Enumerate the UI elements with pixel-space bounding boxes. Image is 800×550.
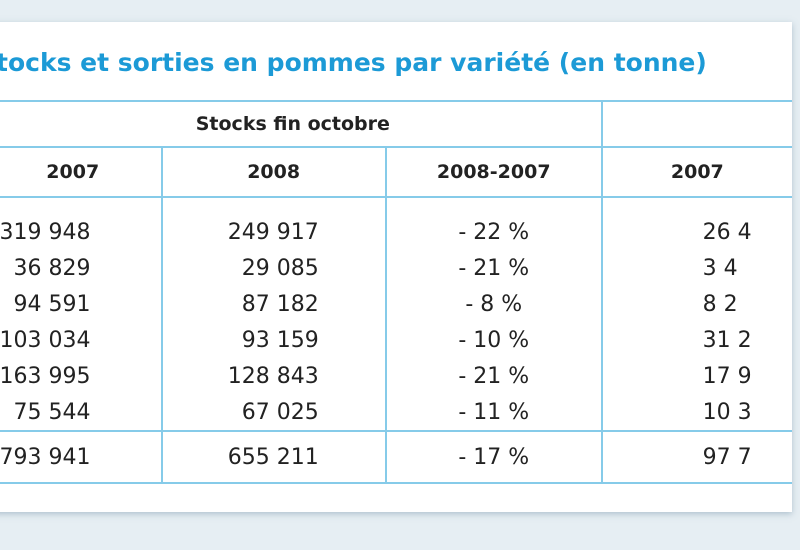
table-row: 103 034 93 159- 10 % 31 2 <box>0 322 792 358</box>
table-cell: 29 085 <box>160 250 386 286</box>
table-cell: - 21 % <box>384 358 602 394</box>
group-header-row: Stocks fin octobre <box>0 100 792 147</box>
group-header: Stocks fin octobre <box>0 100 602 147</box>
total-cell: - 17 % <box>384 430 602 484</box>
table-cell: 94 591 <box>13 291 91 317</box>
table-cell: 67 025 <box>160 394 386 431</box>
column-header-row: 2007 2008 2008-2007 2007 <box>0 146 792 198</box>
table-cell: 163 995 <box>0 363 91 389</box>
data-table: Stocks fin octobre 2007 2008 2008-2007 2007… <box>0 100 792 484</box>
spacer <box>0 197 792 214</box>
table-cell: 10 3 <box>600 394 792 431</box>
table-cell: - 22 % <box>384 214 602 250</box>
table-cell: 17 9 <box>600 358 792 394</box>
table-body: 319 948 249 917- 22 % 26 4 36 829 29 085- 21… <box>0 214 792 431</box>
table-cell: - 10 % <box>384 322 602 358</box>
total-cell: 655 211 <box>160 430 386 484</box>
table-cell: 8 2 <box>600 286 792 322</box>
column-header: 2008-2007 <box>384 146 602 198</box>
table-title: Stocks et sorties en pommes par variété … <box>0 48 707 77</box>
table-cell: 87 182 <box>160 286 386 322</box>
table-cell: - 11 % <box>384 394 602 431</box>
column-header: 2008 <box>160 146 386 198</box>
table-cell: 249 917 <box>160 214 386 250</box>
table-row: 319 948 249 917- 22 % 26 4 <box>0 214 792 250</box>
table-cell: - 21 % <box>384 250 602 286</box>
table-row: 75 544 67 025- 11 % 10 3 <box>0 394 792 431</box>
table-row: 163 995 128 843- 21 % 17 9 <box>0 358 792 394</box>
table-cell: - 8 % <box>384 286 602 322</box>
table-cell: 36 829 <box>13 255 91 281</box>
table-cell: 31 2 <box>600 322 792 358</box>
total-cell: 793 941 <box>0 430 162 484</box>
table-cell: 26 4 <box>600 214 792 250</box>
table-row: 36 829 29 085- 21 % 3 4 <box>0 250 792 286</box>
table-panel: Stocks et sorties en pommes par variété … <box>0 22 792 512</box>
table-cell: 3 4 <box>600 250 792 286</box>
total-row: 793 941 655 211- 17 % 97 7 <box>0 430 792 484</box>
column-header: 2007 <box>0 146 162 198</box>
table-cell: 319 948 <box>0 219 91 245</box>
table-cell: 75 544 <box>13 399 91 425</box>
column-header: 2007 <box>600 146 792 198</box>
table-row: 94 591 87 182- 8 % 8 2 <box>0 286 792 322</box>
table-cell: 128 843 <box>160 358 386 394</box>
total-cell: 97 7 <box>600 430 792 484</box>
table-cell: 103 034 <box>0 327 91 353</box>
group-header-empty <box>600 100 792 147</box>
table-cell: 93 159 <box>160 322 386 358</box>
